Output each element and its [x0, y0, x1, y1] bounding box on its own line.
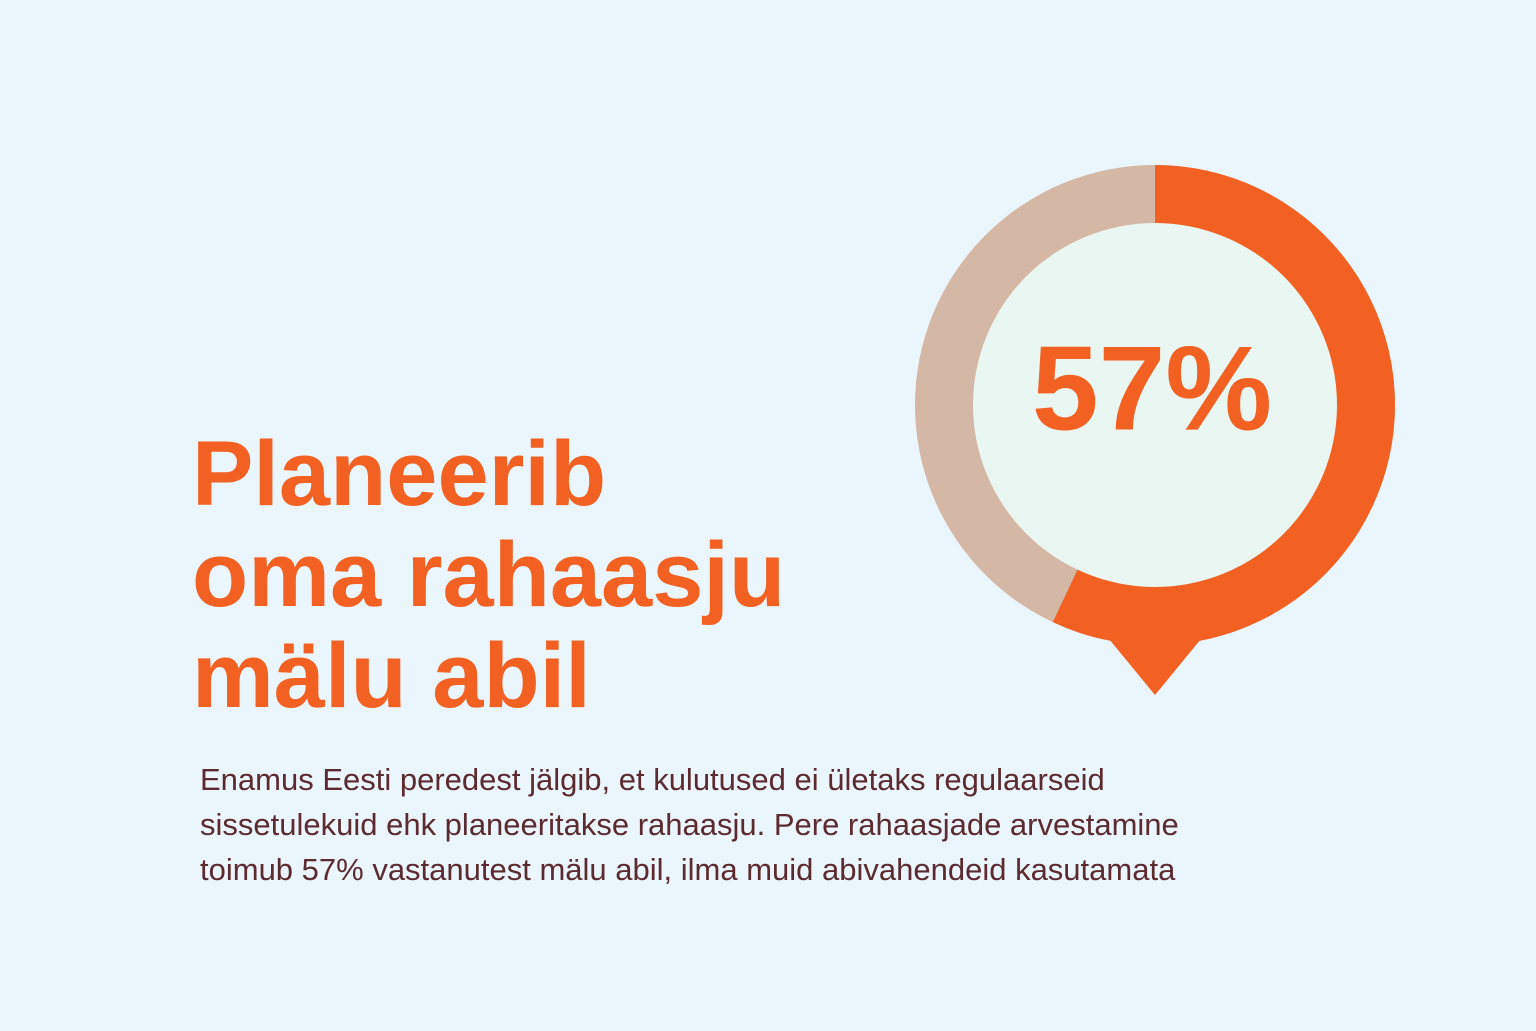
body-line: Enamus Eesti peredest jälgib, et kulutus… — [200, 762, 1105, 797]
body-line: toimub 57% vastanutest mälu abil, ilma m… — [200, 852, 1176, 887]
title-line: Planeerib — [192, 423, 606, 525]
body-line: sissetulekuid ehk planeeritakse rahaasju… — [200, 807, 1179, 842]
title-line: mälu abil — [192, 625, 591, 727]
title-line: oma rahaasju — [192, 524, 785, 626]
value-label: 57% — [1032, 322, 1272, 456]
donut-center — [973, 223, 1337, 587]
pointer — [1100, 628, 1210, 695]
